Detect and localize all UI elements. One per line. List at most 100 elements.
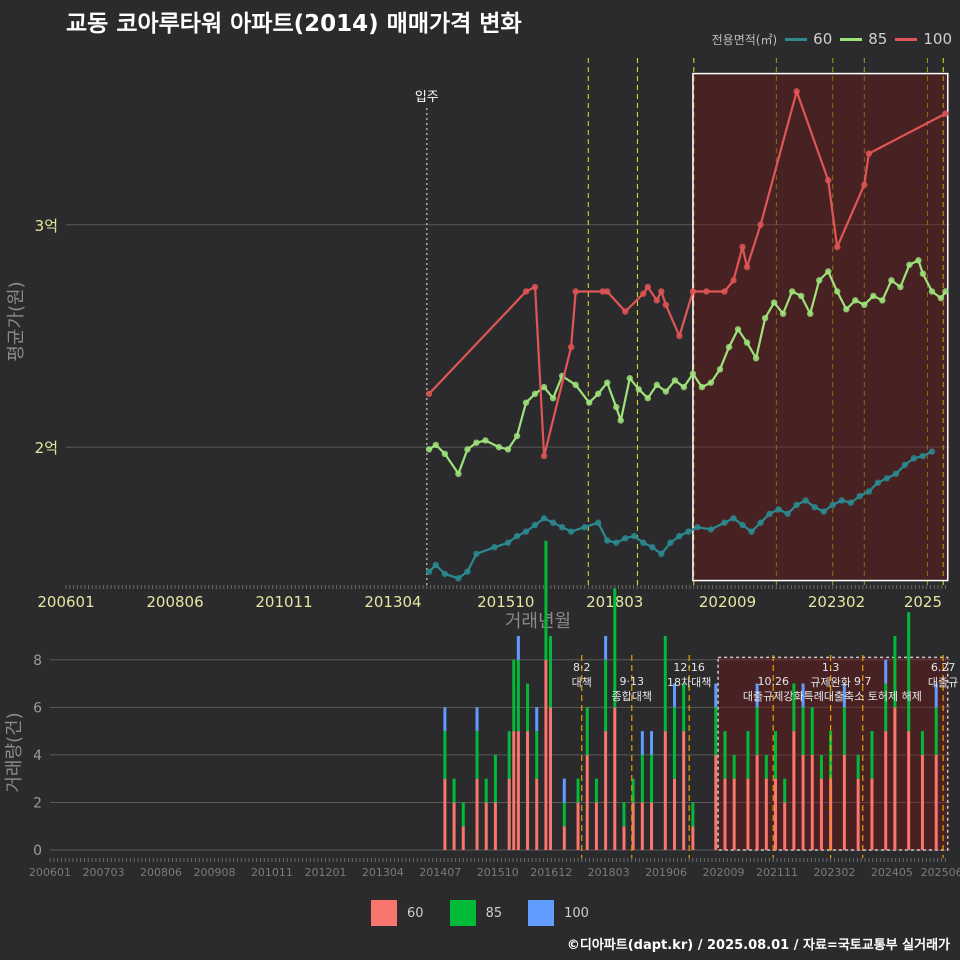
- data-point-85: [942, 288, 949, 295]
- y-axis-title: 평균가(원): [6, 281, 27, 361]
- data-point-60: [549, 519, 557, 526]
- bar-85: [461, 802, 465, 827]
- data-point-100: [689, 288, 697, 295]
- bar-85: [516, 659, 520, 732]
- policy-date-label: 6.27: [931, 661, 956, 674]
- bottom-y-tick-label: 4: [33, 748, 42, 764]
- bar-100: [934, 683, 938, 708]
- bottom-y-tick-label: 2: [33, 795, 42, 811]
- bar-85: [792, 683, 796, 732]
- data-point-100: [644, 283, 652, 291]
- legend-item-60: 60: [785, 30, 832, 48]
- x-tick-label: 2025: [904, 593, 942, 611]
- bar-60: [544, 659, 548, 850]
- bar-60: [764, 778, 768, 850]
- data-point-60: [473, 550, 480, 558]
- bar-60: [526, 731, 530, 850]
- bottom-x-tick-label: 201407: [419, 866, 461, 879]
- bottom-x-tick-label: 201011: [251, 866, 293, 879]
- bar-60: [650, 802, 654, 850]
- policy-text-label: 규제완화: [810, 676, 850, 689]
- bar-85: [512, 659, 516, 732]
- bar-100: [443, 707, 447, 732]
- data-point-60: [425, 568, 433, 575]
- policy-text-label: 대책: [572, 676, 592, 689]
- move-in-label: 입주: [415, 90, 439, 105]
- data-point-100: [942, 110, 949, 117]
- bar-100: [650, 731, 654, 755]
- bar-60: [691, 826, 695, 850]
- data-point-100: [865, 150, 873, 157]
- data-point-85: [716, 366, 724, 373]
- data-point-85: [432, 441, 440, 449]
- highlight-region: [692, 72, 949, 582]
- legend-bottom-swatch-85: [449, 900, 476, 926]
- legend-swatch-85: [840, 37, 863, 41]
- data-point-85: [689, 370, 697, 377]
- data-point-60: [595, 519, 602, 526]
- policy-date-label: 8·2: [573, 661, 591, 674]
- policy-text-label: 대출규제강화: [743, 690, 804, 703]
- bar-85: [672, 707, 676, 779]
- chart-title: 교동 코아루타워 아파트(2014) 매매가격 변화: [66, 11, 522, 37]
- bar-60: [475, 778, 479, 850]
- legend-swatch-100: [895, 37, 918, 41]
- data-point-85: [662, 388, 670, 395]
- data-point-60: [856, 492, 863, 500]
- bar-60: [443, 778, 447, 850]
- bar-85: [604, 659, 608, 732]
- bar-60: [594, 802, 598, 850]
- bottom-x-tick-label: 200806: [140, 866, 182, 879]
- data-point-60: [694, 523, 701, 531]
- policy-text-label: 종합대책: [612, 690, 652, 703]
- data-point-60: [491, 543, 498, 551]
- data-point-85: [698, 383, 706, 391]
- policy-date-label: 12·16: [673, 661, 705, 674]
- bar-85: [484, 778, 488, 803]
- x-tick-label: 201510: [477, 593, 534, 611]
- bar-60: [562, 826, 566, 850]
- data-point-60: [455, 575, 462, 582]
- bar-85: [562, 802, 566, 827]
- data-point-60: [892, 470, 900, 478]
- bar-60: [792, 731, 796, 850]
- data-point-60: [522, 528, 530, 535]
- data-point-85: [937, 294, 945, 302]
- bar-85: [714, 707, 718, 755]
- bar-60: [907, 731, 911, 850]
- data-point-85: [770, 299, 778, 306]
- bar-60: [755, 754, 759, 850]
- bar-60: [622, 826, 626, 850]
- data-point-85: [464, 446, 471, 453]
- data-point-100: [676, 332, 683, 340]
- data-point-85: [707, 379, 715, 386]
- data-point-85: [734, 326, 742, 333]
- data-point-60: [775, 506, 782, 513]
- bar-60: [732, 778, 736, 850]
- bar-85: [870, 731, 874, 779]
- bar-60: [714, 754, 718, 850]
- bar-85: [856, 754, 860, 779]
- data-point-60: [640, 539, 647, 546]
- bar-60: [512, 731, 516, 850]
- data-point-100: [599, 288, 606, 295]
- data-point-60: [847, 499, 854, 506]
- bottom-x-tick-label: 201304: [362, 866, 404, 879]
- bar-85: [884, 683, 888, 732]
- bar-85: [801, 707, 805, 755]
- bar-100: [516, 635, 520, 660]
- bar-85: [585, 707, 589, 755]
- bottom-x-tick-label: 201510: [477, 866, 519, 879]
- data-point-85: [441, 450, 449, 458]
- data-point-85: [752, 354, 760, 362]
- data-point-60: [811, 503, 818, 511]
- bar-85: [443, 731, 447, 779]
- x-tick-label: 201304: [364, 593, 421, 611]
- data-point-60: [919, 452, 927, 460]
- bar-60: [640, 802, 644, 850]
- data-point-60: [910, 455, 918, 462]
- data-point-60: [802, 497, 809, 504]
- bar-60: [461, 826, 465, 850]
- bottom-x-tick-label: 202111: [756, 866, 798, 879]
- policy-date-label: 9·13: [620, 675, 645, 688]
